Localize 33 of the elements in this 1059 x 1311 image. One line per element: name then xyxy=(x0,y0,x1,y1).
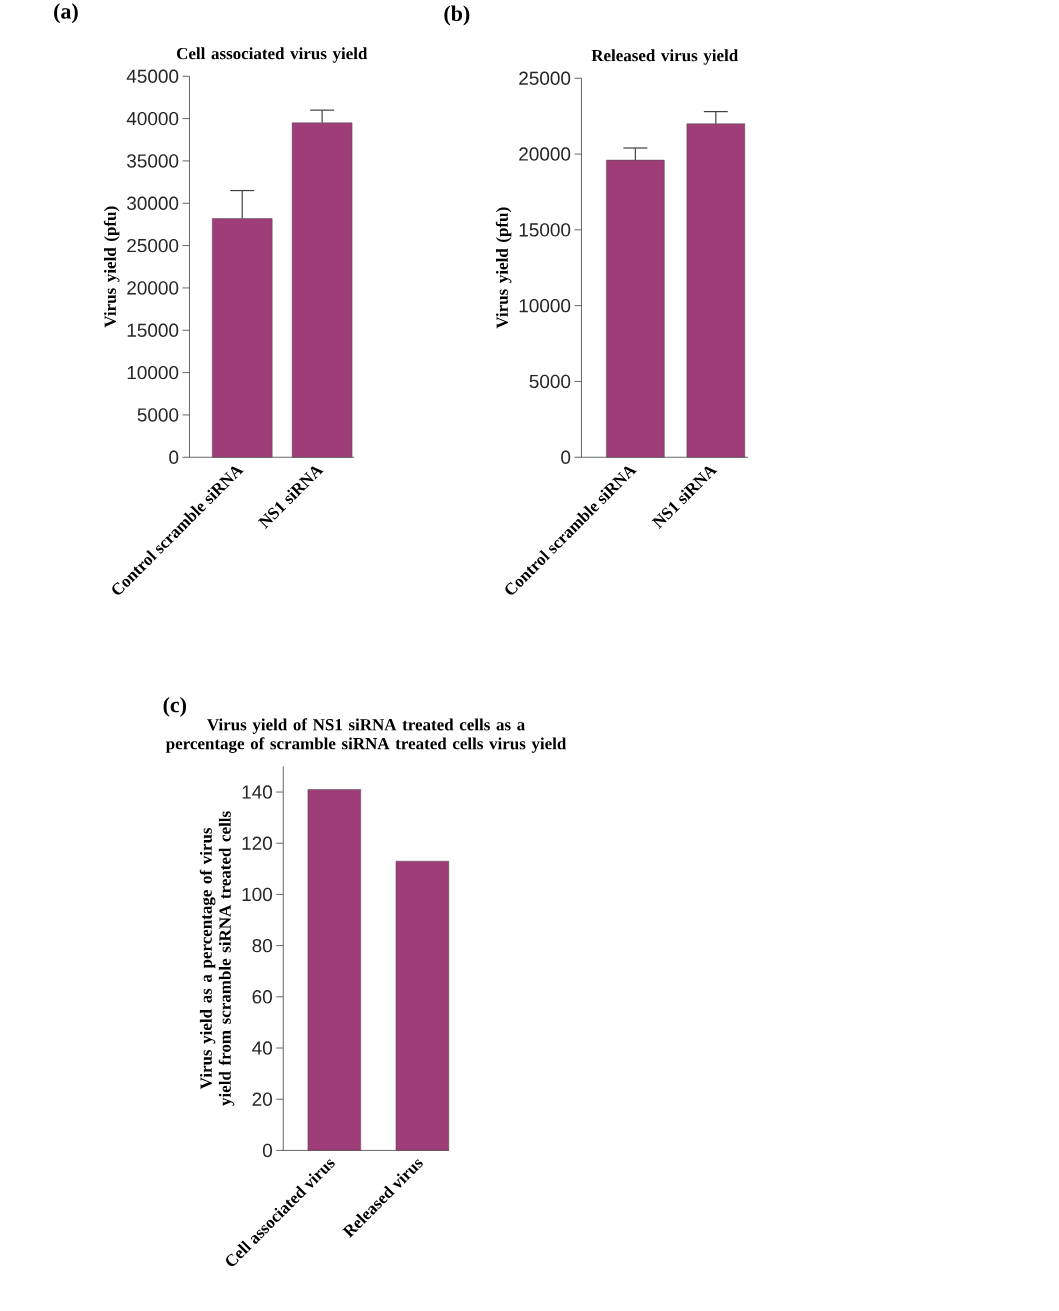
y-tick-label: 80 xyxy=(252,938,272,953)
y-tick-label: 20000 xyxy=(127,281,179,295)
text: (c) xyxy=(163,696,186,717)
y-tick-label: 40000 xyxy=(126,111,179,126)
chart-title: Cell associated virus yield xyxy=(176,47,368,63)
y-tick-label: 0 xyxy=(169,450,179,464)
y-tick-label: 0 xyxy=(262,1143,272,1158)
y-tick-label: 120 xyxy=(242,836,272,850)
y-tick-label: 30000 xyxy=(126,196,179,210)
y-tick-label: 5000 xyxy=(137,408,179,422)
y-tick-label: 60 xyxy=(252,990,272,1004)
y-axis-title: Virus yield (pfu) xyxy=(103,206,120,328)
y-tick-label: 140 xyxy=(242,785,272,799)
text: (a) xyxy=(54,3,78,24)
y-tick-label: 40 xyxy=(252,1041,272,1055)
y-axis-title: Virus yield (pfu) xyxy=(495,207,512,329)
y-tick-label: 5000 xyxy=(529,374,571,389)
y-tick-label: 10000 xyxy=(519,298,571,313)
y-tick-label: 10000 xyxy=(127,365,179,380)
y-tick-label: 15000 xyxy=(127,323,179,337)
y-tick-label: 45000 xyxy=(126,69,179,83)
y-tick-label: 15000 xyxy=(519,223,571,237)
y-tick-label: 100 xyxy=(242,887,272,902)
text: (b) xyxy=(444,5,470,26)
y-axis-title: Virus yield as a percentage of virus yield from scramble siRNA treated cells xyxy=(199,811,235,1106)
chart-title: Released virus yield xyxy=(591,49,738,65)
y-tick-label: 35000 xyxy=(126,154,179,168)
y-tick-label: 20 xyxy=(252,1092,272,1106)
y-tick-label: 20000 xyxy=(519,147,571,161)
chart-title: Virus yield of NS1 siRNA treated cells as a percentage of scramble siRNA treated cells virus yield xyxy=(165,718,567,753)
y-tick-label: 25000 xyxy=(127,238,179,253)
y-tick-label: 0 xyxy=(561,450,571,464)
y-tick-label: 25000 xyxy=(519,71,571,85)
